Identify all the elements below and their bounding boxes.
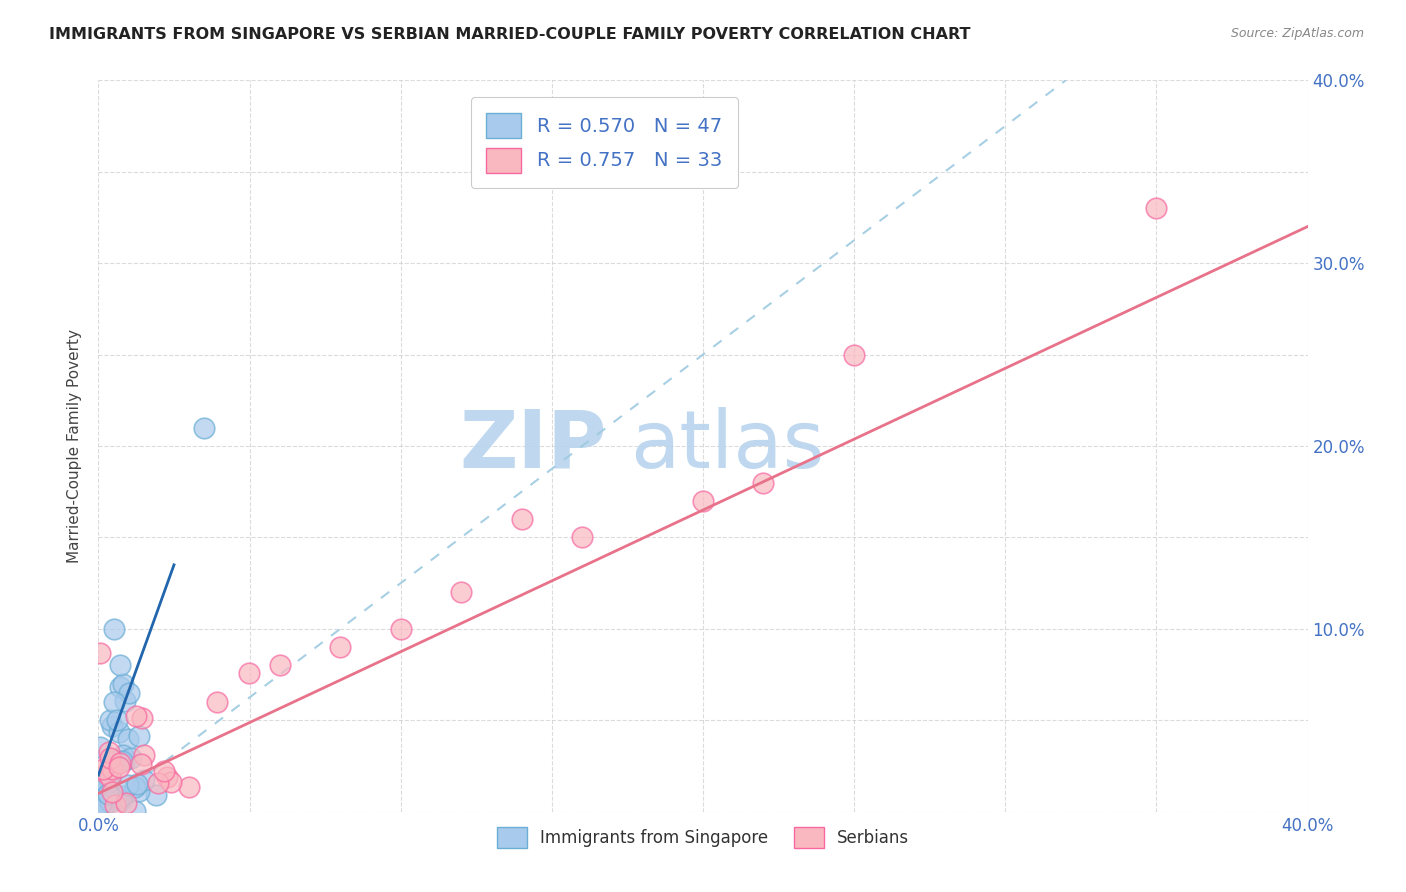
Point [450, 585, 472, 599]
Point [269, 658, 291, 673]
Point [125, 708, 148, 723]
Point [134, 748, 156, 763]
Point [110, 793, 132, 807]
Point [101, 719, 124, 733]
Point [205, 695, 228, 709]
Point [752, 475, 775, 490]
Point [98, 770, 121, 784]
Point [89, 739, 111, 754]
Text: IMMIGRANTS FROM SINGAPORE VS SERBIAN MARRIED-COUPLE FAMILY POVERTY CORRELATION C: IMMIGRANTS FROM SINGAPORE VS SERBIAN MAR… [49, 27, 970, 42]
Point [112, 748, 135, 763]
Point [129, 756, 152, 771]
Point [96, 775, 118, 789]
Point [104, 753, 127, 767]
Point [145, 788, 167, 802]
Text: Source: ZipAtlas.com: Source: ZipAtlas.com [1230, 27, 1364, 40]
Point [177, 780, 200, 794]
Point [571, 530, 593, 544]
Point [91, 799, 114, 814]
Point [131, 711, 153, 725]
Point [125, 777, 148, 791]
Point [94, 777, 117, 791]
Point [94, 765, 117, 780]
Point [87, 772, 110, 786]
Point [510, 512, 533, 526]
Point [103, 695, 125, 709]
Point [105, 714, 128, 728]
Point [98, 751, 121, 765]
Point [238, 666, 260, 681]
Point [97, 787, 120, 801]
Point [100, 785, 122, 799]
Point [1144, 201, 1167, 215]
Point [104, 789, 127, 804]
Point [114, 753, 136, 767]
Point [111, 676, 134, 690]
Point [89, 784, 111, 798]
Point [160, 775, 183, 789]
Point [96, 771, 118, 785]
Point [100, 762, 122, 776]
Point [124, 805, 146, 819]
Point [98, 713, 121, 727]
Point [108, 658, 131, 673]
Point [118, 686, 141, 700]
Point [98, 771, 121, 785]
Point [103, 622, 125, 636]
Point [93, 790, 115, 805]
Point [114, 694, 136, 708]
Legend: Immigrants from Singapore, Serbians: Immigrants from Singapore, Serbians [491, 820, 915, 855]
Point [389, 622, 412, 636]
Point [91, 803, 114, 817]
Point [153, 764, 176, 778]
Point [90, 797, 112, 812]
Point [692, 494, 714, 508]
Point [156, 770, 179, 784]
Point [120, 751, 142, 765]
Point [112, 789, 135, 804]
Point [97, 767, 120, 781]
Point [104, 798, 127, 813]
Point [128, 729, 150, 743]
Point [111, 755, 134, 769]
Point [329, 640, 352, 655]
Point [89, 788, 111, 802]
Point [97, 745, 120, 759]
Y-axis label: Married-Couple Family Poverty: Married-Couple Family Poverty [67, 329, 83, 563]
Point [108, 725, 131, 739]
Point [844, 347, 866, 362]
Point [108, 760, 131, 774]
Point [91, 802, 114, 816]
Point [91, 763, 114, 777]
Point [107, 792, 129, 806]
Point [124, 780, 146, 794]
Point [132, 773, 155, 788]
Point [117, 732, 139, 747]
Point [128, 784, 150, 798]
Point [100, 795, 122, 809]
Text: atlas: atlas [630, 407, 825, 485]
Text: ZIP: ZIP [458, 407, 606, 485]
Point [114, 797, 136, 811]
Point [108, 680, 131, 694]
Point [108, 756, 131, 771]
Point [89, 646, 111, 660]
Point [193, 421, 215, 435]
Point [117, 778, 139, 792]
Point [97, 790, 120, 805]
Point [146, 776, 169, 790]
